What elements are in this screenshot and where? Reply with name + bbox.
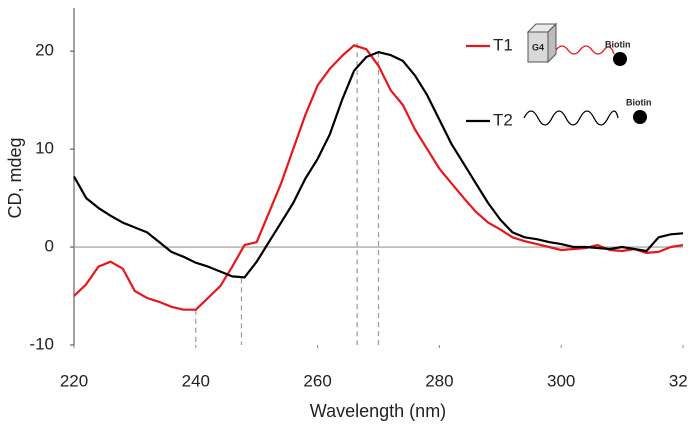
data-line — [73, 44, 684, 311]
x-tick-label: 300 — [547, 371, 575, 390]
annotation: G4 — [532, 42, 544, 52]
y-tick-label: 20 — [35, 41, 54, 60]
x-axis-label: Wavelength (nm) — [310, 401, 446, 421]
data-line — [73, 51, 684, 279]
x-tick-label: 320 — [669, 371, 688, 390]
annotation: Biotin — [605, 39, 631, 49]
annotation: Biotin — [626, 97, 652, 107]
x-tick-label: 220 — [60, 371, 88, 390]
y-tick-label: 10 — [35, 139, 54, 158]
legend-label: T1 — [493, 35, 513, 54]
x-tick-label: 260 — [303, 371, 331, 390]
y-tick-label: 0 — [45, 237, 54, 256]
y-tick-label: -10 — [29, 334, 54, 353]
legend-icons — [523, 22, 647, 126]
legend-label: T2 — [493, 110, 513, 129]
y-axis-label: CD, mdeg — [5, 137, 25, 218]
x-tick-label: 280 — [425, 371, 453, 390]
x-tick-label: 240 — [182, 371, 210, 390]
